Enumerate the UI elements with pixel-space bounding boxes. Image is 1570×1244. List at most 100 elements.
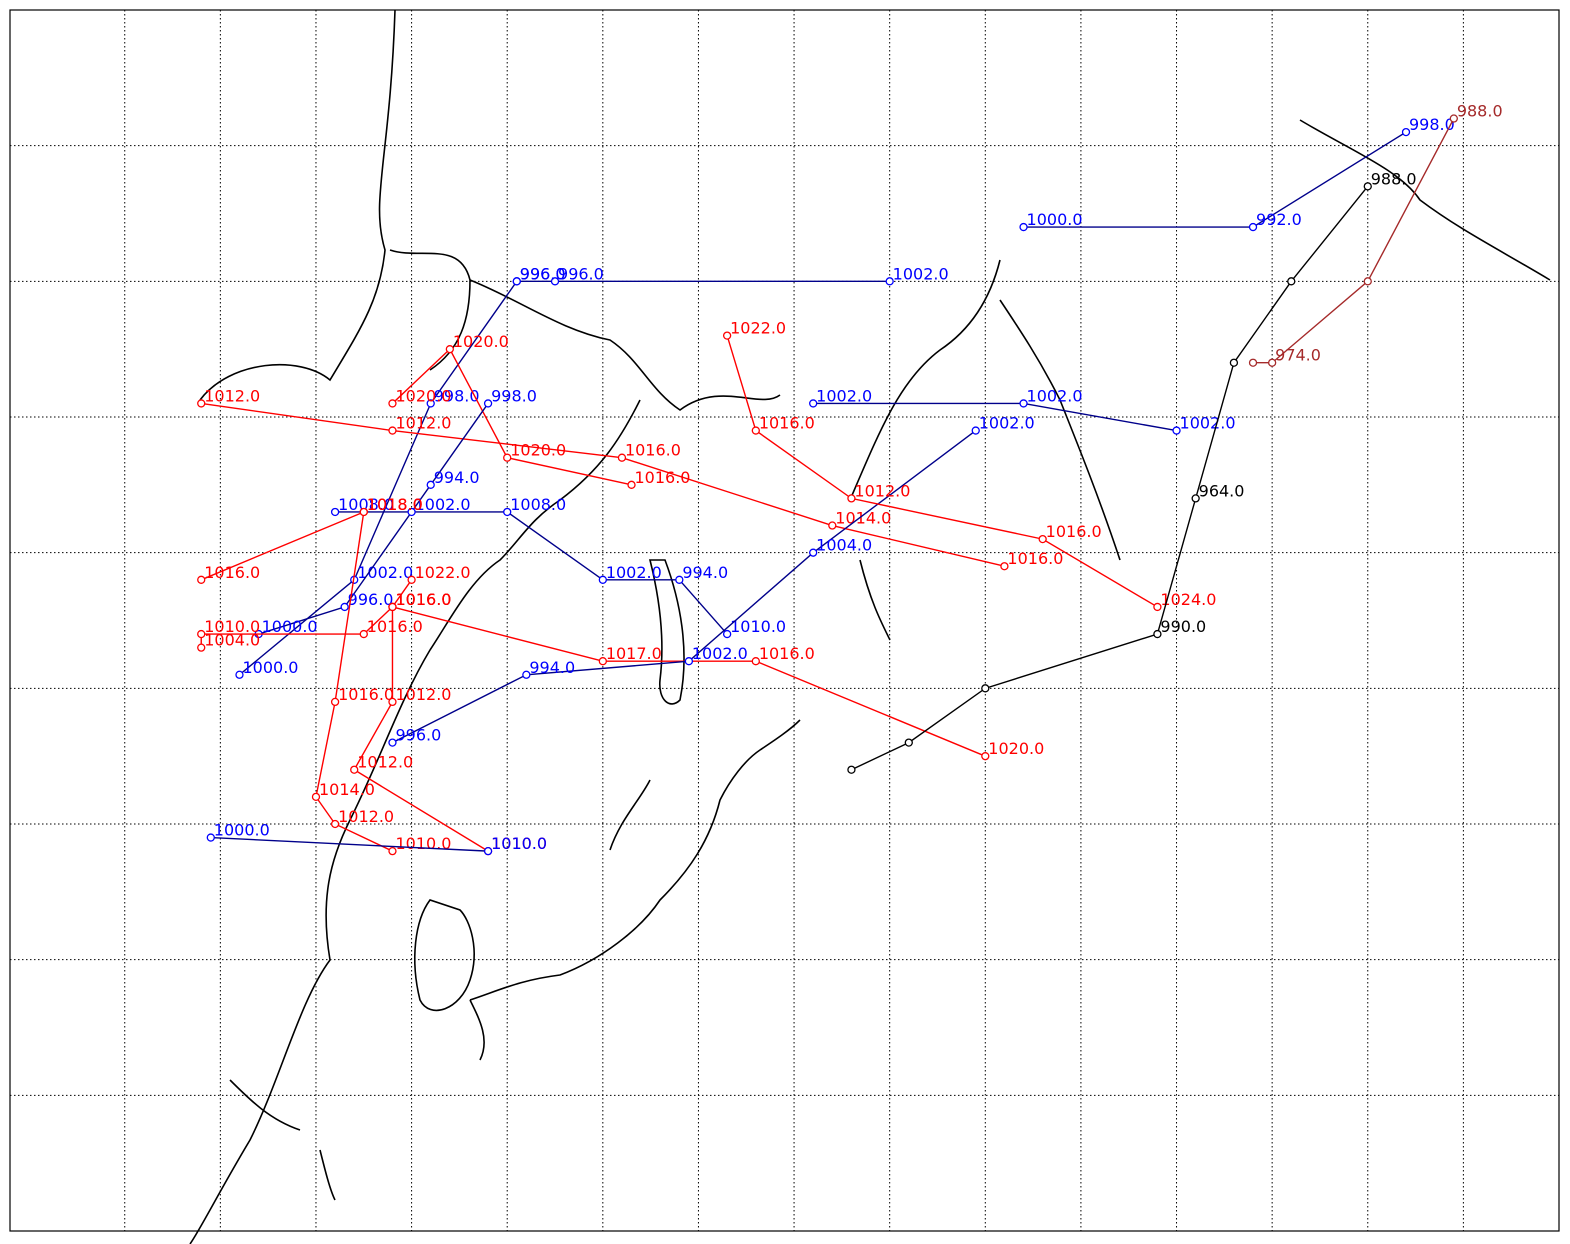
track-line (210, 836, 489, 852)
pressure-label: 996.0 (395, 726, 441, 745)
track-point (388, 738, 397, 747)
track-point (407, 507, 416, 517)
pressure-label: 994.0 (682, 563, 728, 582)
pressure-label: 1002.0 (1027, 386, 1083, 405)
track-point (1172, 426, 1181, 435)
pressure-label: 1000.0 (262, 617, 318, 636)
track-point (359, 629, 368, 639)
coastline-sakhalin (648, 559, 685, 705)
pressure-label: 996.0 (520, 264, 566, 283)
track-point (1153, 602, 1162, 612)
pressure-label: 1000.0 (214, 821, 270, 840)
pressure-label: 1012.0 (395, 414, 451, 433)
track-point (1038, 534, 1047, 544)
track-point (407, 575, 416, 584)
track-line (335, 511, 728, 635)
coastline-okhotsk (849, 259, 1001, 641)
track-point (426, 399, 435, 408)
track-point (1229, 358, 1239, 367)
track-point (751, 657, 760, 666)
track-point (617, 453, 627, 462)
pressure-label: 1012.0 (338, 807, 394, 826)
track-point (388, 846, 397, 856)
track-point (1153, 629, 1162, 639)
track-line (851, 185, 1369, 771)
pressure-label: 1016.0 (204, 563, 260, 582)
track-point (981, 752, 990, 761)
pressure-label: 988.0 (1457, 102, 1503, 121)
pressure-label: 996.0 (348, 590, 394, 609)
track-point (206, 833, 215, 842)
pressure-label: 994.0 (434, 468, 480, 487)
pressure-label: 998.0 (434, 386, 480, 405)
track-point (1248, 358, 1258, 367)
track-point (675, 575, 684, 584)
pressure-label: 1002.0 (979, 414, 1035, 433)
pressure-label: 1002.0 (357, 563, 413, 582)
pressure-label: 1000.0 (242, 658, 298, 677)
pressure-label: 964.0 (1199, 481, 1245, 500)
pressure-label: 974.0 (1275, 346, 1321, 365)
track-point (828, 521, 837, 530)
track-point (197, 399, 206, 408)
pressure-label: 1016.0 (635, 468, 691, 487)
coastline-japan (469, 719, 801, 1061)
track-point (1191, 494, 1200, 503)
track-point (311, 792, 321, 802)
pressure-label: 1024.0 (1160, 590, 1216, 609)
pressure-label: 1016.0 (759, 644, 815, 663)
graticule (10, 10, 1559, 1231)
track-point (809, 548, 818, 557)
pressure-label: 1018.0 (367, 495, 423, 514)
pressure-label: 1016.0 (395, 590, 451, 609)
pressure-label: 1018.0 (367, 495, 423, 514)
track-point (809, 399, 818, 408)
pressure-label: 1016.0 (1007, 549, 1063, 568)
pressure-label: 1002.0 (692, 644, 748, 663)
coastline-taiwan (319, 1149, 336, 1201)
pressure-label: 1020.0 (988, 739, 1044, 758)
pressure-label: 1002.0 (415, 495, 471, 514)
track-point (1449, 114, 1458, 123)
track-line (392, 606, 986, 757)
track-point (847, 494, 856, 503)
pressure-label: 1016.0 (625, 441, 681, 460)
track-point (847, 765, 856, 774)
pressure-label: 1022.0 (730, 319, 786, 338)
track-line (353, 606, 489, 852)
pressure-label: 1002.0 (893, 264, 949, 283)
pressure-label: 1016.0 (1046, 522, 1102, 541)
track-point (1000, 562, 1009, 571)
track-point (1287, 277, 1296, 286)
track-point (684, 657, 694, 666)
track-point (904, 738, 913, 747)
pressure-label: 1010.0 (491, 834, 547, 853)
track-point (359, 507, 368, 517)
pressure-label: 998.0 (491, 386, 537, 405)
track-line (1253, 118, 1455, 364)
track-point (971, 426, 980, 435)
pressure-label: 1020.0 (395, 386, 451, 405)
pressure-label: 1022.0 (415, 563, 471, 582)
pressure-label: 996.0 (558, 264, 604, 283)
coastline-korea (414, 899, 475, 1012)
track-point (426, 480, 435, 489)
track-line (239, 280, 518, 676)
track-point (340, 602, 349, 612)
pressure-label: 1014.0 (835, 509, 891, 528)
pressure-label: 1012.0 (854, 481, 910, 500)
track-point (197, 629, 206, 639)
track-point (197, 575, 206, 584)
pressure-label: 1004.0 (816, 536, 872, 555)
track-point (330, 697, 340, 707)
coastline-kamchatka (999, 119, 1551, 561)
pressure-label: 1016.0 (367, 617, 423, 636)
track-point (330, 507, 340, 517)
track-point (598, 657, 607, 666)
track-point (1019, 399, 1028, 408)
track-line (391, 348, 632, 486)
pressure-label: 1012.0 (395, 685, 451, 704)
pressure-label: 1016.0 (395, 590, 451, 609)
track-point (1363, 182, 1372, 191)
